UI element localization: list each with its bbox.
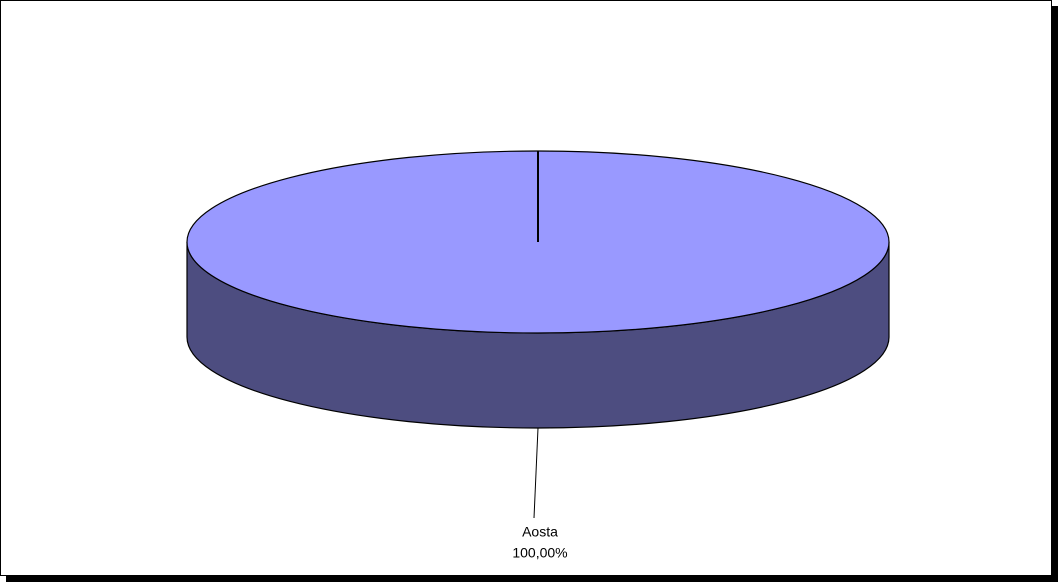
slice-label: Aosta: [522, 524, 558, 540]
slice-value-label: 100,00%: [512, 545, 567, 561]
leader-line: [533, 427, 539, 519]
plot-area: Aosta 100,00%: [186, 150, 890, 561]
